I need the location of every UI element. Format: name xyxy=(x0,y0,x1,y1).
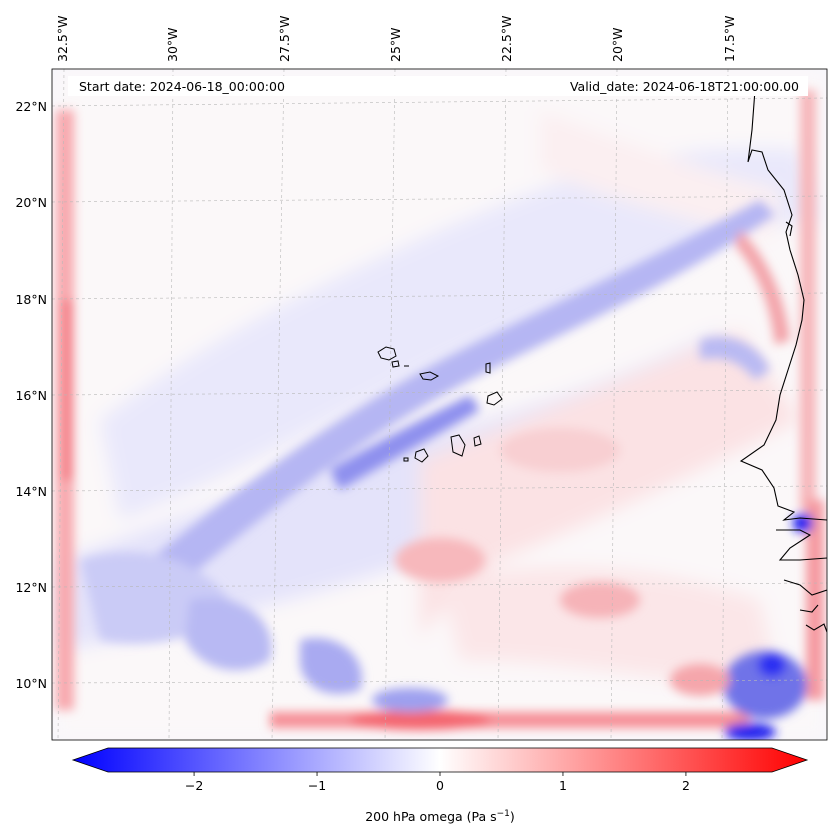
colorbar: −2 −1 0 1 2 200 hPa omega (Pa s−1) xyxy=(71,747,809,824)
start-date-label: Start date: 2024-06-18_00:00:00 xyxy=(79,79,285,94)
gridlines xyxy=(52,69,827,740)
header-strip xyxy=(68,76,808,96)
lat-label: 14°N xyxy=(15,484,47,499)
lon-label: 17.5°W xyxy=(722,16,737,62)
features xyxy=(56,90,824,740)
lat-label: 10°N xyxy=(15,676,47,691)
map-frame xyxy=(51,68,828,741)
lat-label: 12°N xyxy=(15,580,47,595)
lon-label: 27.5°W xyxy=(277,16,292,62)
colorbar-body xyxy=(71,747,809,773)
colorbar-title: 200 hPa omega (Pa s−1) xyxy=(365,809,515,824)
colorbar-tick-label: 0 xyxy=(436,778,444,793)
lat-label: 16°N xyxy=(15,388,47,403)
cape-verde-islands xyxy=(377,346,503,463)
latitude-labels: 22°N 20°N 18°N 16°N 14°N 12°N 10°N xyxy=(15,99,47,691)
lon-label: 22.5°W xyxy=(499,16,514,62)
omega-field xyxy=(52,69,827,740)
colorbar-ticks: −2 −1 0 1 2 xyxy=(185,772,690,793)
lat-label: 22°N xyxy=(15,99,47,114)
valid-date-label: Valid_date: 2024-06-18T21:00:00.00 xyxy=(570,79,799,94)
lon-label: 20°W xyxy=(610,27,625,62)
african-coastline xyxy=(739,89,827,633)
longitude-labels: 32.5°W 30°W 27.5°W 25°W 22.5°W 20°W 17.5… xyxy=(55,16,737,62)
colorbar-tick-label: −1 xyxy=(308,778,326,793)
background-tints xyxy=(52,69,827,740)
colorbar-tick-label: 2 xyxy=(682,778,690,793)
lat-label: 18°N xyxy=(15,292,47,307)
lon-label: 30°W xyxy=(165,27,180,62)
map-panel: Start date: 2024-06-18_00:00:00 Valid_da… xyxy=(51,68,828,741)
lon-label: 25°W xyxy=(388,27,403,62)
lon-label: 32.5°W xyxy=(55,16,70,62)
lat-label: 20°N xyxy=(15,195,47,210)
colorbar-tick-label: −2 xyxy=(185,778,203,793)
colorbar-tick-label: 1 xyxy=(559,778,567,793)
